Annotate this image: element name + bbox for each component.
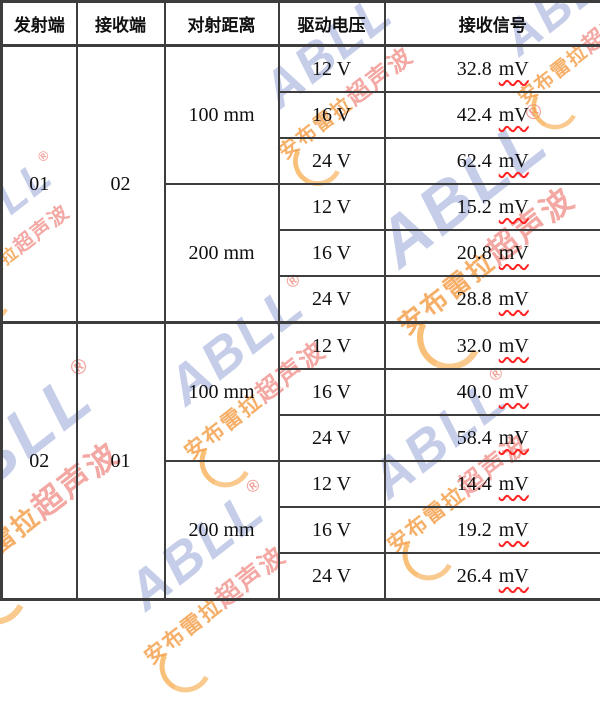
signal-value: 42.4	[457, 104, 492, 126]
measurement-table: 发射端 接收端 对射距离 驱动电压 接收信号 01 02 100 mm 12 V…	[0, 0, 600, 601]
signal-value: 32.0	[457, 335, 492, 357]
voltage-cell: 16 V	[279, 369, 385, 415]
signal-unit: mV	[499, 196, 529, 218]
signal-cell: 42.4 mV	[385, 92, 600, 138]
signal-cell: 32.0 mV	[385, 323, 600, 370]
col-header-voltage: 驱动电压	[279, 2, 385, 46]
signal-cell: 20.8 mV	[385, 230, 600, 276]
col-header-distance: 对射距离	[165, 2, 279, 46]
voltage-cell: 24 V	[279, 415, 385, 461]
signal-value: 32.8	[457, 58, 492, 80]
signal-value: 26.4	[457, 565, 492, 587]
distance-cell: 200 mm	[165, 184, 279, 323]
signal-unit: mV	[499, 473, 529, 495]
receiver-cell: 01	[77, 323, 165, 600]
signal-unit: mV	[499, 104, 529, 126]
voltage-cell: 12 V	[279, 46, 385, 93]
signal-cell: 32.8 mV	[385, 46, 600, 93]
voltage-cell: 24 V	[279, 138, 385, 184]
signal-cell: 26.4 mV	[385, 553, 600, 600]
swoosh-arc-icon	[153, 634, 219, 700]
signal-unit: mV	[499, 381, 529, 403]
voltage-cell: 12 V	[279, 323, 385, 370]
signal-value: 62.4	[457, 150, 492, 172]
voltage-cell: 12 V	[279, 461, 385, 507]
signal-unit: mV	[499, 58, 529, 80]
signal-unit: mV	[499, 242, 529, 264]
voltage-cell: 16 V	[279, 507, 385, 553]
col-header-signal: 接收信号	[385, 2, 600, 46]
signal-cell: 58.4 mV	[385, 415, 600, 461]
signal-unit: mV	[499, 288, 529, 310]
col-header-transmitter: 发射端	[2, 2, 77, 46]
signal-cell: 14.4 mV	[385, 461, 600, 507]
signal-cell: 40.0 mV	[385, 369, 600, 415]
col-header-receiver: 接收端	[77, 2, 165, 46]
voltage-cell: 16 V	[279, 92, 385, 138]
transmitter-cell: 02	[2, 323, 77, 600]
signal-value: 19.2	[457, 519, 492, 541]
signal-value: 14.4	[457, 473, 492, 495]
signal-value: 58.4	[457, 427, 492, 449]
signal-unit: mV	[499, 427, 529, 449]
signal-cell: 15.2 mV	[385, 184, 600, 230]
signal-value: 28.8	[457, 288, 492, 310]
transmitter-cell: 01	[2, 46, 77, 323]
distance-cell: 100 mm	[165, 323, 279, 462]
signal-value: 15.2	[457, 196, 492, 218]
signal-unit: mV	[499, 565, 529, 587]
signal-cell: 19.2 mV	[385, 507, 600, 553]
voltage-cell: 16 V	[279, 230, 385, 276]
voltage-cell: 24 V	[279, 553, 385, 600]
signal-cell: 62.4 mV	[385, 138, 600, 184]
voltage-cell: 24 V	[279, 276, 385, 323]
signal-value: 40.0	[457, 381, 492, 403]
distance-cell: 100 mm	[165, 46, 279, 185]
signal-unit: mV	[499, 335, 529, 357]
signal-cell: 28.8 mV	[385, 276, 600, 323]
signal-value: 20.8	[457, 242, 492, 264]
header-row: 发射端 接收端 对射距离 驱动电压 接收信号	[2, 2, 600, 46]
signal-unit: mV	[499, 519, 529, 541]
signal-unit: mV	[499, 150, 529, 172]
receiver-cell: 02	[77, 46, 165, 323]
voltage-cell: 12 V	[279, 184, 385, 230]
